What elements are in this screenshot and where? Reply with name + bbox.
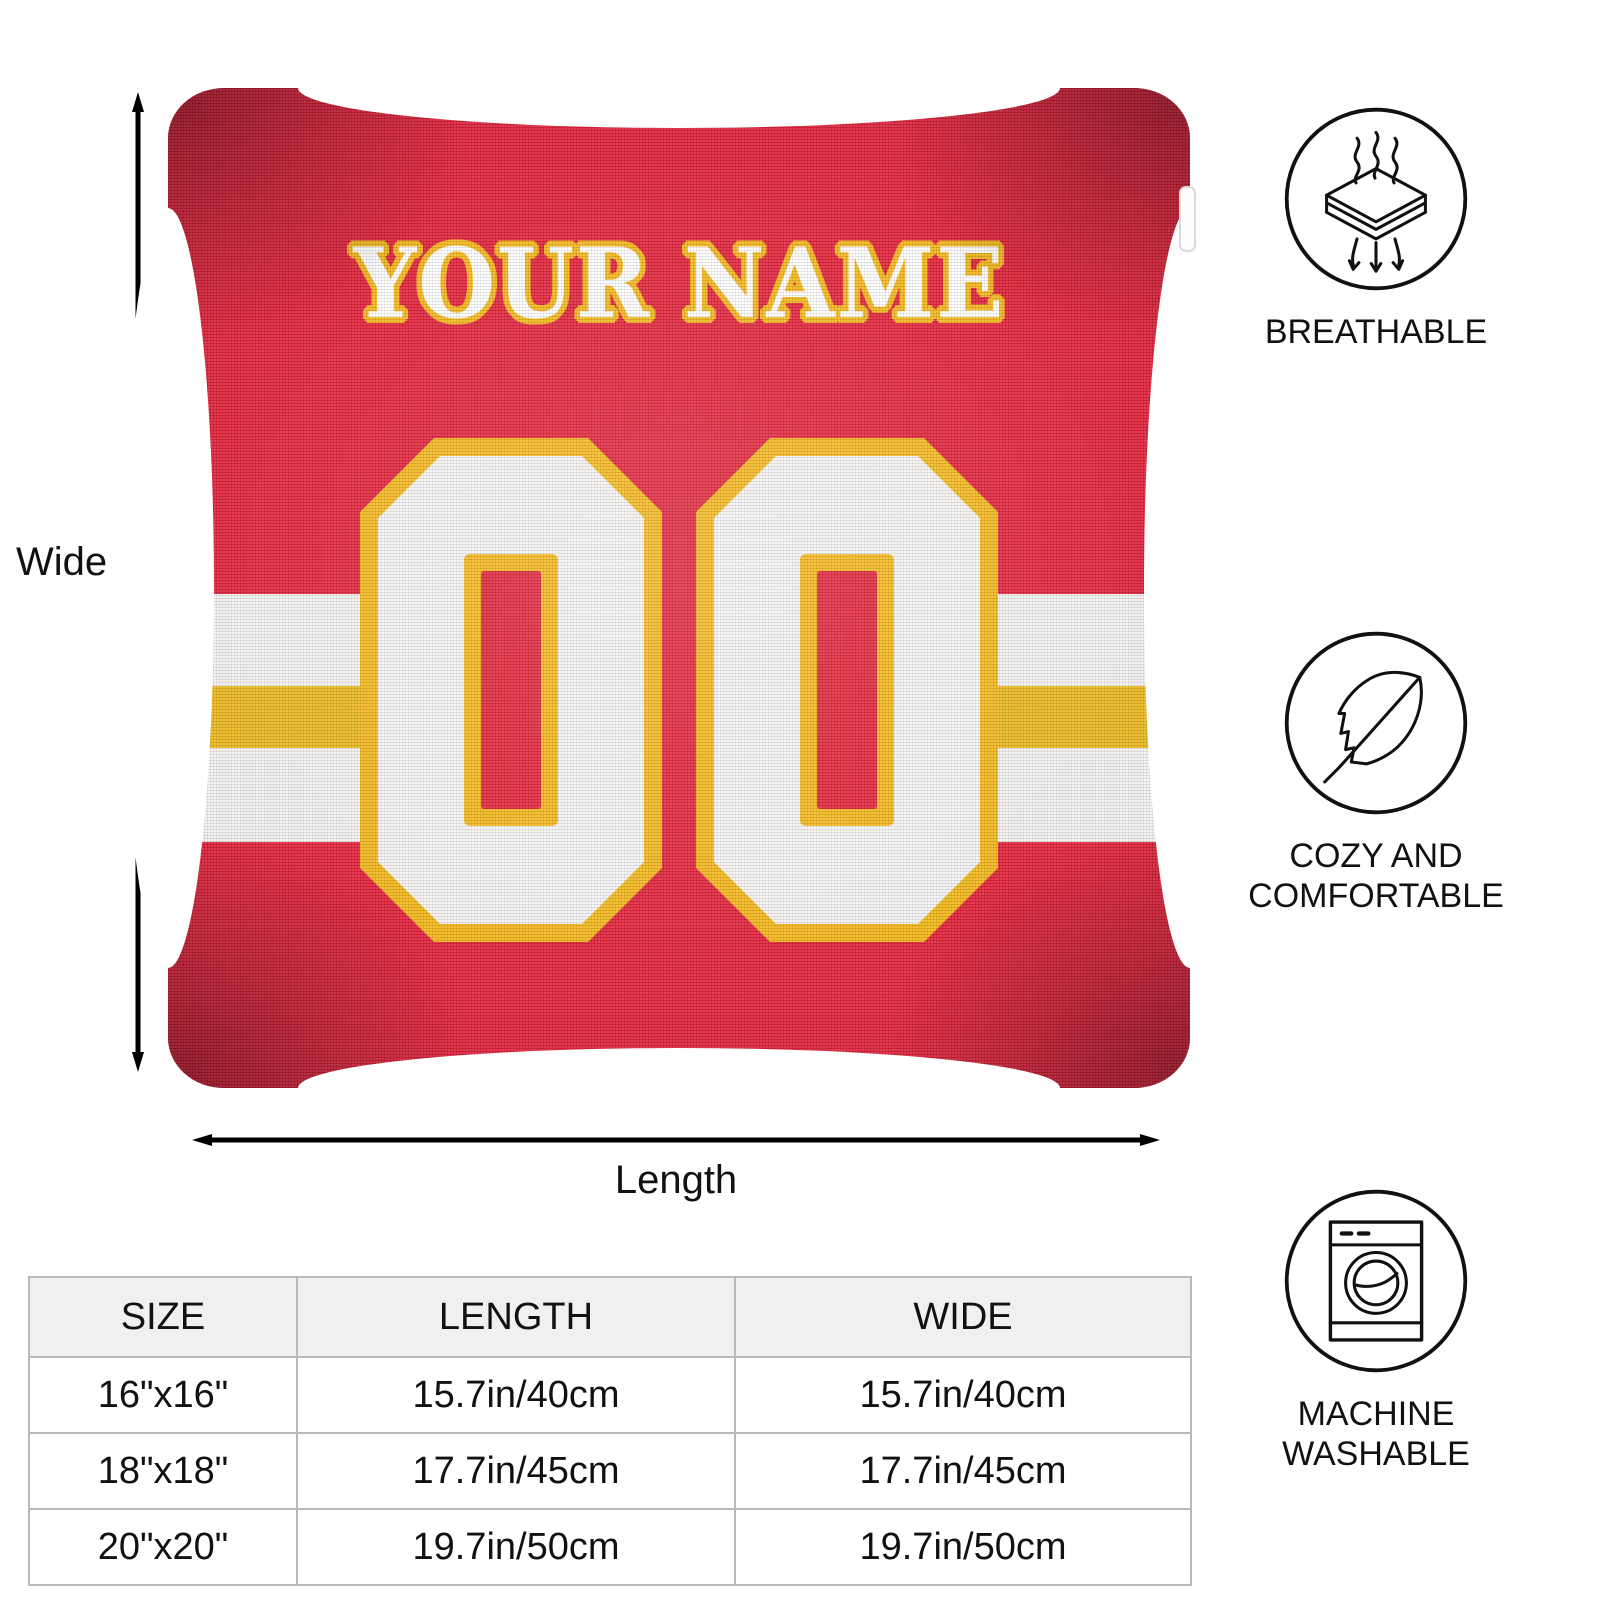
washing-machine-icon <box>1281 1186 1471 1376</box>
table-header-length: LENGTH <box>296 1276 736 1358</box>
jersey-digit-first <box>356 434 666 946</box>
table-header-size: SIZE <box>28 1276 298 1358</box>
cell-size: 18"x18" <box>28 1432 298 1510</box>
pillow-body: YOUR NAME <box>168 88 1190 1088</box>
table-row: 18"x18" 17.7in/45cm 17.7in/45cm <box>28 1432 1192 1510</box>
cell-size: 20"x20" <box>28 1508 298 1586</box>
jersey-digit-second <box>692 434 1002 946</box>
cell-wide: 17.7in/45cm <box>734 1432 1192 1510</box>
table-header-wide: WIDE <box>734 1276 1192 1358</box>
cell-length: 15.7in/40cm <box>296 1356 736 1434</box>
feature-machine-washable: MACHINE WASHABLE <box>1216 1186 1536 1474</box>
cell-size: 16"x16" <box>28 1356 298 1434</box>
feather-icon <box>1281 628 1471 818</box>
jersey-name-text: YOUR NAME <box>352 227 1006 340</box>
wide-dimension-arrow <box>131 92 145 1072</box>
cell-wide: 19.7in/50cm <box>734 1508 1192 1586</box>
jersey-name-area: YOUR NAME <box>168 236 1190 332</box>
cell-wide: 15.7in/40cm <box>734 1356 1192 1434</box>
size-chart-table: SIZE LENGTH WIDE 16"x16" 15.7in/40cm 15.… <box>28 1276 1192 1586</box>
feature-breathable: BREATHABLE <box>1216 104 1536 352</box>
cell-length: 17.7in/45cm <box>296 1432 736 1510</box>
wide-dimension-label: Wide <box>16 540 108 584</box>
feature-label: COZY AND COMFORTABLE <box>1248 837 1504 916</box>
table-header-row: SIZE LENGTH WIDE <box>28 1276 1192 1358</box>
table-row: 20"x20" 19.7in/50cm 19.7in/50cm <box>28 1508 1192 1586</box>
feature-cozy-comfortable: COZY AND COMFORTABLE <box>1216 628 1536 916</box>
jersey-number-area <box>168 430 1190 950</box>
cell-length: 19.7in/50cm <box>296 1508 736 1586</box>
length-dimension-label: Length <box>614 1158 738 1202</box>
feature-label: MACHINE WASHABLE <box>1282 1395 1470 1474</box>
length-dimension-arrow <box>192 1132 1160 1148</box>
pillow-product-image: YOUR NAME <box>122 48 1236 1128</box>
breathable-fabric-layers-icon <box>1281 104 1471 294</box>
care-tag-icon <box>1179 186 1196 252</box>
table-row: 16"x16" 15.7in/40cm 15.7in/40cm <box>28 1356 1192 1434</box>
feature-label: BREATHABLE <box>1264 313 1488 351</box>
